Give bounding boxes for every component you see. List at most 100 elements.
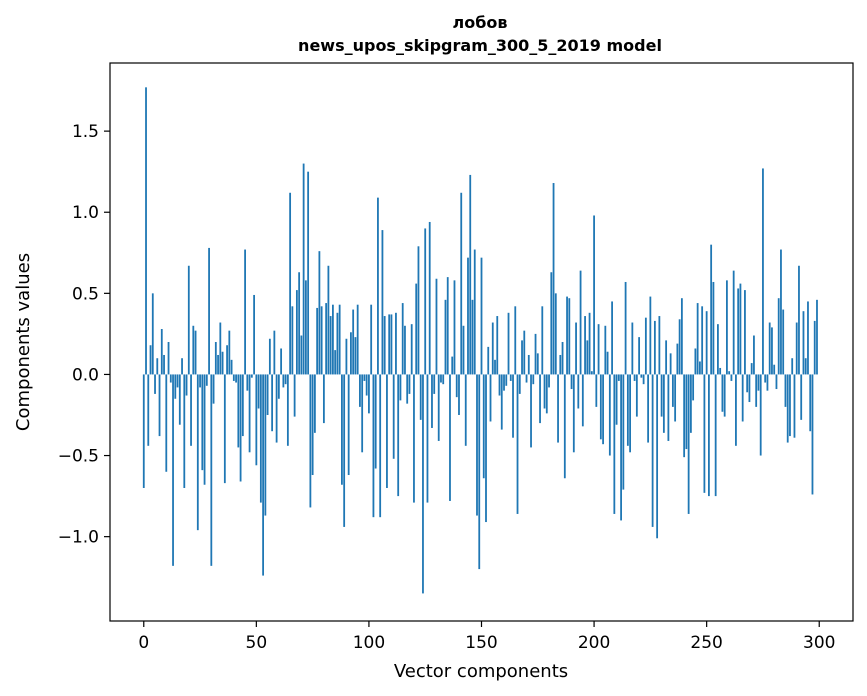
bar-288 — [791, 358, 794, 375]
x-tick-label: 300 — [803, 633, 835, 653]
bar-1 — [145, 87, 147, 375]
bar-184 — [557, 374, 559, 443]
bar-12 — [169, 374, 172, 383]
bar-116 — [404, 325, 406, 375]
bar-136 — [449, 374, 451, 501]
bar-72 — [304, 280, 307, 375]
bar-26 — [201, 374, 204, 471]
bar-147 — [473, 249, 476, 375]
bar-131 — [437, 374, 440, 441]
bar-292 — [800, 374, 803, 420]
bar-187 — [563, 374, 566, 479]
bar-197 — [586, 340, 589, 375]
bar-113 — [397, 374, 400, 497]
bar-251 — [708, 374, 710, 497]
bar-243 — [689, 374, 692, 433]
bar-75 — [311, 374, 314, 476]
bar-0 — [142, 374, 145, 488]
bar-201 — [595, 374, 598, 407]
bar-256 — [719, 367, 722, 375]
bar-249 — [703, 374, 706, 493]
bar-139 — [455, 374, 458, 398]
bar-132 — [440, 374, 442, 383]
bar-42 — [237, 374, 240, 448]
y-tick-label: 0.0 — [72, 365, 99, 385]
bar-182 — [552, 183, 555, 375]
y-tick-label: −1.0 — [58, 528, 99, 548]
bar-110 — [390, 314, 393, 375]
bar-94 — [354, 337, 357, 375]
bar-282 — [777, 298, 780, 375]
bar-56 — [268, 338, 271, 375]
bar-194 — [579, 270, 582, 375]
bar-142 — [462, 325, 465, 375]
bar-122 — [417, 246, 420, 375]
bar-128 — [431, 374, 433, 428]
bar-146 — [471, 299, 474, 375]
bar-183 — [554, 293, 557, 375]
bar-181 — [550, 272, 553, 375]
bar-96 — [359, 374, 361, 407]
bar-286 — [786, 374, 789, 443]
bar-31 — [212, 374, 215, 404]
bar-226 — [651, 374, 654, 527]
bar-74 — [309, 374, 312, 508]
bar-266 — [741, 374, 744, 422]
bar-23 — [194, 330, 197, 375]
bar-102 — [372, 374, 375, 518]
bar-73 — [307, 171, 310, 375]
bar-231 — [662, 374, 665, 433]
bar-214 — [624, 281, 627, 375]
bar-213 — [622, 374, 625, 490]
bar-260 — [728, 371, 731, 375]
bar-86 — [336, 312, 339, 375]
bar-225 — [649, 296, 652, 375]
bar-158 — [498, 374, 501, 396]
bar-60 — [277, 374, 280, 399]
bar-206 — [606, 351, 609, 375]
bar-41 — [235, 374, 237, 383]
bar-134 — [444, 299, 447, 375]
bar-137 — [451, 356, 454, 375]
bar-9 — [163, 354, 165, 375]
bar-270 — [750, 363, 753, 375]
bar-195 — [581, 374, 584, 427]
bar-203 — [599, 374, 602, 440]
bar-55 — [266, 374, 269, 415]
bar-149 — [478, 374, 481, 570]
bar-92 — [350, 332, 352, 375]
bar-70 — [300, 335, 303, 375]
bar-20 — [187, 265, 190, 375]
bar-193 — [577, 374, 580, 409]
bar-114 — [399, 374, 402, 401]
bar-32 — [214, 342, 217, 375]
bar-180 — [548, 374, 550, 388]
bar-118 — [408, 374, 411, 394]
bar-166 — [516, 374, 519, 514]
bar-205 — [604, 325, 607, 375]
bar-160 — [503, 374, 505, 391]
bar-257 — [721, 374, 724, 412]
bar-164 — [512, 374, 514, 438]
bar-177 — [541, 306, 544, 375]
bar-77 — [316, 307, 319, 375]
x-axis-label: Vector components — [394, 661, 568, 682]
bar-237 — [676, 343, 679, 375]
bar-246 — [696, 303, 699, 375]
bar-179 — [545, 374, 548, 414]
bar-254 — [714, 374, 717, 497]
bar-135 — [446, 277, 449, 375]
bar-296 — [809, 374, 812, 432]
bar-11 — [167, 342, 170, 375]
bar-163 — [509, 374, 512, 381]
bar-298 — [813, 320, 816, 375]
y-axis-ticks: −1.0 −0.5 0.0 0.5 1.0 1.5 — [58, 122, 110, 548]
bar-150 — [480, 257, 483, 375]
bar-64 — [286, 374, 289, 446]
bar-162 — [507, 312, 510, 375]
bar-58 — [273, 330, 276, 375]
bar-57 — [271, 374, 274, 432]
plot-area-frame — [109, 62, 854, 622]
bar-268 — [746, 374, 749, 393]
